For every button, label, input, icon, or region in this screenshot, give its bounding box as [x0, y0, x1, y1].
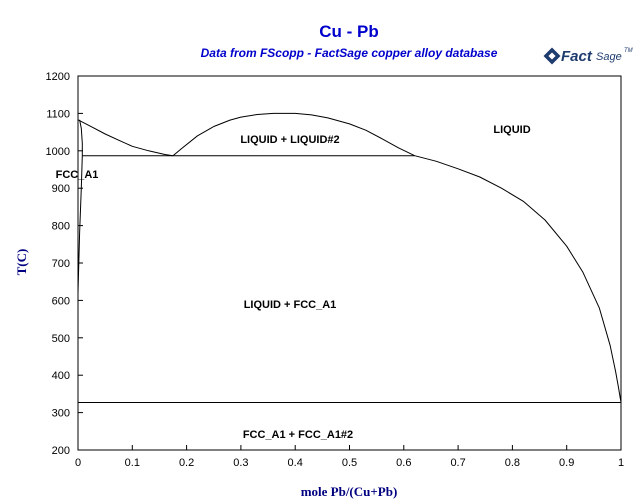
y-axis-label: T(C): [14, 249, 29, 276]
logo-tm: TM: [624, 48, 633, 54]
phase-boundary-line-1: [77, 119, 174, 157]
x-tick-label: 0.3: [233, 457, 248, 469]
region-label-fcc-a1: FCC_A1: [56, 169, 99, 181]
x-axis-label: mole Pb/(Cu+Pb): [301, 484, 398, 499]
plot-frame: [77, 75, 622, 451]
x-tick-label: 0.6: [396, 457, 411, 469]
phase-boundary-line-2: [172, 112, 415, 157]
y-tick-label: 300: [52, 408, 70, 420]
y-tick-label: 800: [52, 221, 70, 233]
x-tick-label: 1: [618, 457, 624, 469]
y-tick-label: 400: [52, 370, 70, 382]
factsage-logo-icon: [543, 47, 561, 65]
y-tick-label: 1200: [46, 71, 70, 83]
region-label-fcc-fcc2: FCC_A1 + FCC_A1#2: [243, 429, 353, 441]
x-tick-label: 0.7: [450, 457, 465, 469]
x-tick-label: 0: [75, 457, 81, 469]
x-tick-label: 0.4: [288, 457, 303, 469]
y-tick-label: 200: [52, 445, 70, 457]
y-tick-label: 900: [52, 183, 70, 195]
y-tick-label: 600: [52, 295, 70, 307]
x-tick-label: 0.8: [505, 457, 520, 469]
region-label-liquid: LIQUID: [493, 124, 530, 136]
axis-ticks: 0 0.1 0.2 0.3 0.4 0.5 0.6 0.7 0.8 0.9 120030040050…: [46, 71, 625, 469]
phase-boundaries: [77, 112, 622, 403]
y-tick-label: 700: [52, 258, 70, 270]
logo-text: Fact: [561, 48, 593, 65]
chart-subtitle: Data from FScopp - FactSage copper alloy…: [201, 46, 498, 60]
y-tick-label: 1100: [46, 108, 70, 120]
x-tick-label: 0.9: [559, 457, 574, 469]
x-tick-label: 0.2: [179, 457, 194, 469]
y-tick-label: 500: [52, 333, 70, 345]
factsage-logo: Fact Sage TM: [543, 47, 633, 65]
x-tick-label: 0.5: [342, 457, 357, 469]
region-label-liquid-fcc: LIQUID + FCC_A1: [244, 299, 337, 311]
y-tick-label: 1000: [46, 146, 70, 158]
x-tick-label: 0.1: [125, 457, 140, 469]
phase-boundary-line-4: [77, 119, 83, 293]
logo-sup: Sage: [596, 51, 622, 63]
region-label-liquid-liquid2: LIQUID + LIQUID#2: [240, 134, 339, 146]
chart-title: Cu - Pb: [319, 22, 379, 41]
phase-boundary-line-3: [414, 155, 622, 403]
